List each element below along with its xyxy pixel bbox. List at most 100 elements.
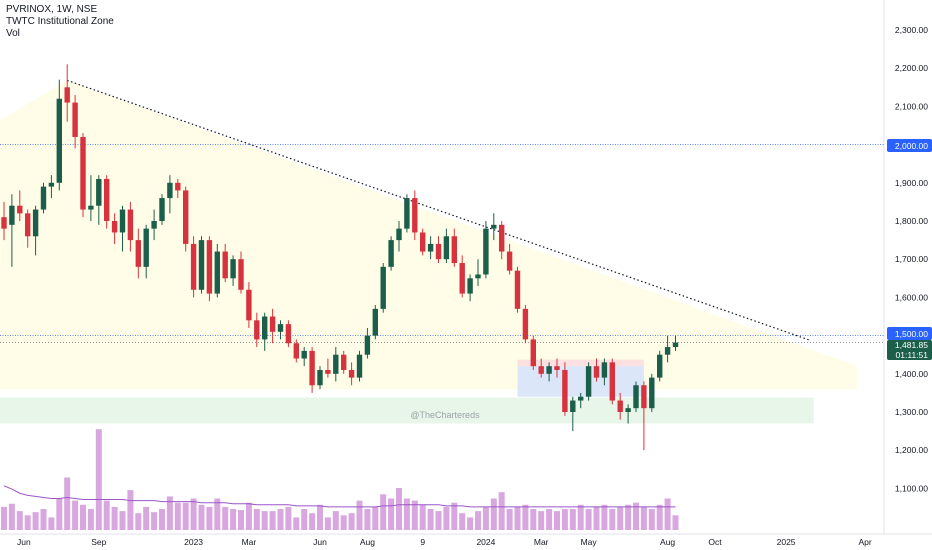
- volume-bar: [48, 517, 55, 530]
- volume-bar: [514, 506, 521, 530]
- volume-bar: [348, 513, 355, 530]
- candle-body: [657, 354, 663, 378]
- volume-bar: [317, 504, 323, 530]
- candle-body: [277, 324, 284, 332]
- candle-body: [32, 209, 39, 237]
- candle-body: [546, 366, 552, 374]
- candle-body: [435, 243, 442, 260]
- candle-body: [143, 228, 149, 267]
- candle-body: [649, 377, 655, 409]
- volume-bar: [198, 504, 205, 530]
- demand-zone: [0, 397, 814, 424]
- candle-body: [25, 213, 31, 237]
- volume-bar: [8, 503, 15, 530]
- candle-body: [325, 369, 331, 374]
- volume-bar: [277, 509, 284, 530]
- volume-bar: [633, 502, 639, 530]
- candle-body: [167, 182, 173, 199]
- candle-body: [348, 369, 355, 378]
- badge-last-price: [887, 340, 932, 360]
- y-tick-label: 1,900.00: [895, 178, 928, 188]
- candle-body: [238, 259, 244, 290]
- candle-body: [514, 270, 521, 309]
- candle-body: [372, 308, 378, 336]
- volume-bar: [332, 511, 339, 530]
- volume-bar: [498, 492, 505, 530]
- volume-bar: [506, 509, 513, 530]
- x-tick-label: 2025: [777, 537, 796, 547]
- candle-body: [475, 274, 481, 279]
- volume-bar: [151, 512, 158, 530]
- y-tick-label: 1,200.00: [895, 445, 928, 455]
- volume-bar: [372, 506, 379, 530]
- candle-body: [380, 266, 386, 309]
- badge-2000: [887, 139, 932, 152]
- candle-body: [135, 240, 141, 267]
- candle-body: [554, 366, 560, 370]
- candle-body: [198, 240, 205, 290]
- volume-bar: [380, 494, 387, 530]
- y-tick-label: 2,100.00: [895, 101, 928, 111]
- candle-body: [40, 186, 47, 210]
- volume-bar: [672, 515, 679, 530]
- volume-bar: [293, 517, 300, 530]
- volume-bar: [309, 513, 316, 530]
- volume-bar: [111, 506, 118, 530]
- candle-body: [672, 342, 679, 348]
- candle-body: [578, 396, 584, 401]
- candle-body: [633, 385, 639, 409]
- candle-body: [9, 205, 15, 225]
- candle-body: [127, 209, 134, 241]
- candle-body: [333, 354, 339, 374]
- candle-body: [491, 224, 497, 229]
- x-axis: Jun Sep 2023 Mar Jun Aug 9 2024 Mar May Aug Oct 2025…: [17, 537, 872, 547]
- volume-bar: [577, 504, 584, 530]
- y-tick-label: 2,300.00: [895, 25, 928, 35]
- candle-body: [175, 182, 181, 191]
- volume-bar: [261, 511, 268, 530]
- badge-1500: [887, 327, 932, 340]
- candle-body: [230, 259, 236, 279]
- x-tick-label: Mar: [534, 537, 549, 547]
- candle-body: [56, 98, 62, 183]
- y-axis: 1,100.00 1,200.00 1,300.00 1,400.00 1,500.00…: [895, 25, 928, 493]
- candle-body: [293, 343, 299, 359]
- x-tick-label: Oct: [708, 537, 722, 547]
- candle-body: [609, 362, 615, 401]
- volume-bar: [475, 511, 481, 530]
- volume-label[interactable]: Vol: [6, 28, 20, 39]
- candle-body: [206, 240, 213, 294]
- volume-bar: [301, 509, 308, 530]
- candle-body: [309, 350, 315, 386]
- candle-body: [341, 354, 347, 370]
- volume-bar: [388, 498, 395, 530]
- volume-bar: [364, 509, 371, 530]
- volume-bar: [159, 509, 165, 530]
- candle-body: [104, 178, 110, 221]
- candle-body: [111, 221, 118, 233]
- y-tick-label: 2,200.00: [895, 63, 928, 73]
- chart-legend: PVRINOX, 1W, NSE TWTC Institutional Zone…: [6, 4, 114, 40]
- supply-zone: [0, 80, 858, 390]
- candle-body: [601, 362, 608, 378]
- candle-body: [262, 316, 268, 340]
- symbol-title[interactable]: PVRINOX, 1W, NSE: [6, 4, 98, 15]
- candle-body: [538, 366, 544, 374]
- indicator-label[interactable]: TWTC Institutional Zone: [6, 16, 114, 27]
- x-tick-label: 9: [420, 537, 425, 547]
- volume-bar: [356, 500, 363, 530]
- y-tick-label: 1,300.00: [895, 407, 928, 417]
- volume-bar: [214, 498, 221, 530]
- volume-bar: [403, 498, 410, 530]
- candle-body: [96, 178, 102, 206]
- volume-bar: [396, 488, 402, 530]
- candle-body: [388, 240, 394, 267]
- volume-bar: [245, 502, 252, 530]
- candle-body: [246, 289, 252, 321]
- x-tick-label: 2024: [476, 537, 495, 547]
- candle-body: [451, 236, 457, 264]
- volume-bar: [601, 504, 608, 530]
- candle-body: [64, 87, 70, 103]
- volume-bar: [522, 504, 529, 530]
